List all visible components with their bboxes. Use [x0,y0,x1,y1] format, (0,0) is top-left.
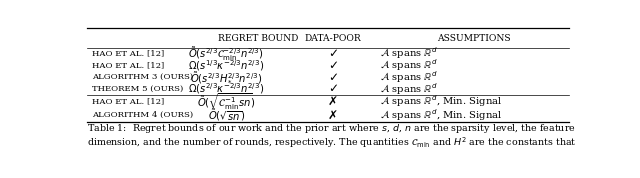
Text: $\mathcal{A}$ spans $\mathbb{R}^d$: $\mathcal{A}$ spans $\mathbb{R}^d$ [380,69,438,85]
Text: $\mathcal{A}$ spans $\mathbb{R}^d$: $\mathcal{A}$ spans $\mathbb{R}^d$ [380,81,438,97]
Text: HAO ET AL. [12]: HAO ET AL. [12] [92,61,164,69]
Text: $\tilde{O}(s^{2/3}H_*^{2/3}n^{2/3})$: $\tilde{O}(s^{2/3}H_*^{2/3}n^{2/3})$ [190,70,262,85]
Text: ✓: ✓ [328,47,338,60]
Text: DATA-POOR: DATA-POOR [305,34,362,43]
Text: ✓: ✓ [328,82,338,95]
Text: $\mathcal{A}$ spans $\mathbb{R}^d$: $\mathcal{A}$ spans $\mathbb{R}^d$ [380,57,438,73]
Text: dimension, and the number of rounds, respectively. The quantities $\mathcal{C}_{: dimension, and the number of rounds, res… [88,135,577,150]
Text: HAO ET AL. [12]: HAO ET AL. [12] [92,97,164,105]
Text: $\Omega(s^{1/3}\kappa^{-2/3}n^{2/3})$: $\Omega(s^{1/3}\kappa^{-2/3}n^{2/3})$ [188,58,264,73]
Text: HAO ET AL. [12]: HAO ET AL. [12] [92,49,164,57]
Text: $\tilde{O}(s^{2/3}\mathcal{C}_{\mathrm{min}}^{-2/3}n^{2/3})$: $\tilde{O}(s^{2/3}\mathcal{C}_{\mathrm{m… [188,44,264,62]
Text: $\Omega(s^{2/3}\kappa^{-2/3}n^{2/3})$: $\Omega(s^{2/3}\kappa^{-2/3}n^{2/3})$ [188,81,264,96]
Text: ✗: ✗ [328,108,338,121]
Text: REGRET BOUND: REGRET BOUND [218,34,299,43]
Text: ✓: ✓ [328,59,338,72]
Text: $\tilde{O}(\sqrt{\mathcal{C}_{\mathrm{min}}^{-1}sn})$: $\tilde{O}(\sqrt{\mathcal{C}_{\mathrm{mi… [196,91,256,112]
Text: ALGORITHM 4 (OURS): ALGORITHM 4 (OURS) [92,111,194,119]
Text: ALGORITHM 3 (OURS): ALGORITHM 3 (OURS) [92,73,194,81]
Text: ASSUMPTIONS: ASSUMPTIONS [437,34,511,43]
Text: ✗: ✗ [328,95,338,108]
Text: $\mathcal{A}$ spans $\mathbb{R}^d$: $\mathcal{A}$ spans $\mathbb{R}^d$ [380,46,438,61]
Text: Table 1:  Regret bounds of our work and the prior art where $s$, $d$, $n$ are th: Table 1: Regret bounds of our work and t… [88,122,576,135]
Text: $\mathcal{A}$ spans $\mathbb{R}^d$, Min. Signal: $\mathcal{A}$ spans $\mathbb{R}^d$, Min.… [380,93,502,109]
Text: $\tilde{O}(\sqrt{sn})$: $\tilde{O}(\sqrt{sn})$ [208,107,245,123]
Text: THEOREM 5 (OURS): THEOREM 5 (OURS) [92,85,184,93]
Text: ✓: ✓ [328,70,338,83]
Text: $\mathcal{A}$ spans $\mathbb{R}^d$, Min. Signal: $\mathcal{A}$ spans $\mathbb{R}^d$, Min.… [380,107,502,123]
